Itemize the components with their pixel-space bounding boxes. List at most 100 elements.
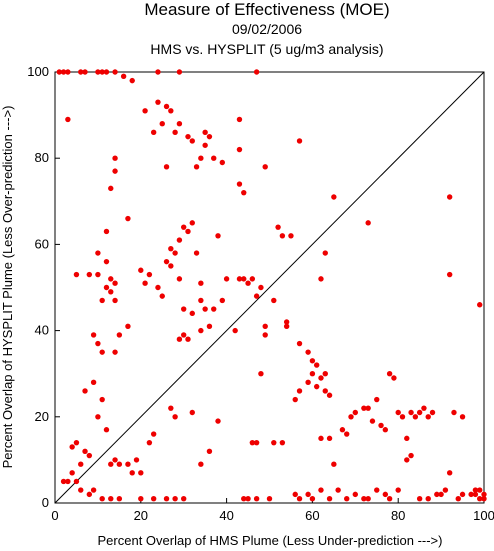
data-point [112, 457, 118, 463]
data-point [189, 310, 195, 317]
x-tick-label: 40 [219, 508, 233, 523]
data-point [142, 108, 148, 114]
data-point [99, 297, 105, 304]
data-point [477, 495, 483, 502]
data-point [296, 138, 303, 144]
data-point [215, 418, 221, 424]
data-point [159, 293, 165, 299]
data-point [374, 396, 380, 403]
data-point [198, 461, 204, 467]
data-point [185, 336, 191, 342]
data-point [309, 371, 316, 377]
data-point [56, 69, 62, 75]
data-point [429, 409, 436, 416]
data-point [103, 427, 110, 433]
data-point [99, 396, 105, 403]
data-point [99, 349, 105, 355]
data-point [313, 383, 320, 390]
y-tick-label: 80 [35, 150, 49, 165]
data-point [451, 409, 457, 416]
data-point [108, 185, 114, 192]
data-point [365, 495, 371, 502]
data-point [352, 491, 358, 498]
data-point [176, 336, 183, 342]
data-point [125, 461, 131, 467]
data-point [60, 478, 67, 485]
data-point [82, 448, 88, 454]
data-point [211, 155, 217, 161]
data-point [468, 491, 474, 498]
data-point [103, 69, 110, 75]
data-point [339, 427, 346, 433]
data-point [189, 409, 195, 416]
data-point [382, 427, 389, 433]
data-point [223, 276, 230, 282]
data-point [112, 168, 118, 174]
data-point [172, 495, 178, 502]
data-point [331, 461, 337, 467]
data-point [344, 431, 350, 437]
data-point [176, 69, 183, 75]
data-point [185, 133, 191, 140]
data-point [168, 405, 174, 411]
data-point [283, 323, 290, 329]
data-point [455, 495, 461, 502]
data-point [262, 164, 268, 170]
data-point [112, 69, 118, 75]
data-point [326, 495, 333, 502]
data-point [472, 491, 479, 498]
data-point [271, 439, 277, 446]
x-tick-label: 80 [391, 508, 405, 523]
data-point [416, 409, 423, 416]
data-point [249, 439, 256, 446]
data-point [181, 332, 187, 338]
data-point [477, 487, 483, 493]
data-point [99, 69, 105, 75]
data-point [279, 439, 286, 446]
data-point [318, 435, 324, 442]
data-point [73, 439, 80, 446]
data-point [245, 495, 251, 502]
data-point [365, 220, 371, 226]
data-point [193, 164, 200, 170]
data-point [138, 495, 144, 502]
data-point [163, 164, 170, 170]
data-point [404, 457, 410, 463]
data-point [168, 263, 174, 269]
data-point [116, 495, 123, 502]
data-point [446, 271, 453, 278]
chart-subtitle: HMS vs. HYSPLIT (5 ug/m3 analysis) [150, 41, 384, 57]
data-point [395, 409, 401, 416]
data-point [253, 293, 260, 299]
axis-ticks: 0 20 40 60 80 100 0 20 40 60 80 100 [27, 64, 494, 523]
data-point [369, 418, 376, 424]
data-point [309, 358, 316, 364]
data-point [241, 495, 247, 502]
data-point [60, 69, 67, 75]
data-point [65, 478, 71, 485]
data-point [176, 121, 183, 127]
data-point [150, 431, 157, 437]
data-point [296, 495, 303, 502]
data-point [395, 487, 401, 493]
y-tick-label: 100 [27, 64, 49, 79]
data-point [112, 280, 118, 286]
data-point [446, 194, 453, 200]
data-point [163, 103, 170, 110]
data-point [386, 495, 393, 502]
data-point [95, 271, 101, 278]
y-tick-label: 40 [35, 323, 49, 338]
data-point [425, 414, 431, 420]
data-point [65, 116, 71, 123]
data-point [241, 276, 247, 282]
data-point [206, 448, 213, 454]
data-point [412, 414, 419, 420]
data-point [305, 349, 311, 355]
data-point [322, 388, 328, 394]
data-point [198, 327, 204, 334]
data-point [103, 228, 110, 235]
data-point [181, 495, 187, 502]
data-point [219, 159, 226, 166]
data-point [236, 146, 243, 153]
data-point [348, 414, 354, 420]
